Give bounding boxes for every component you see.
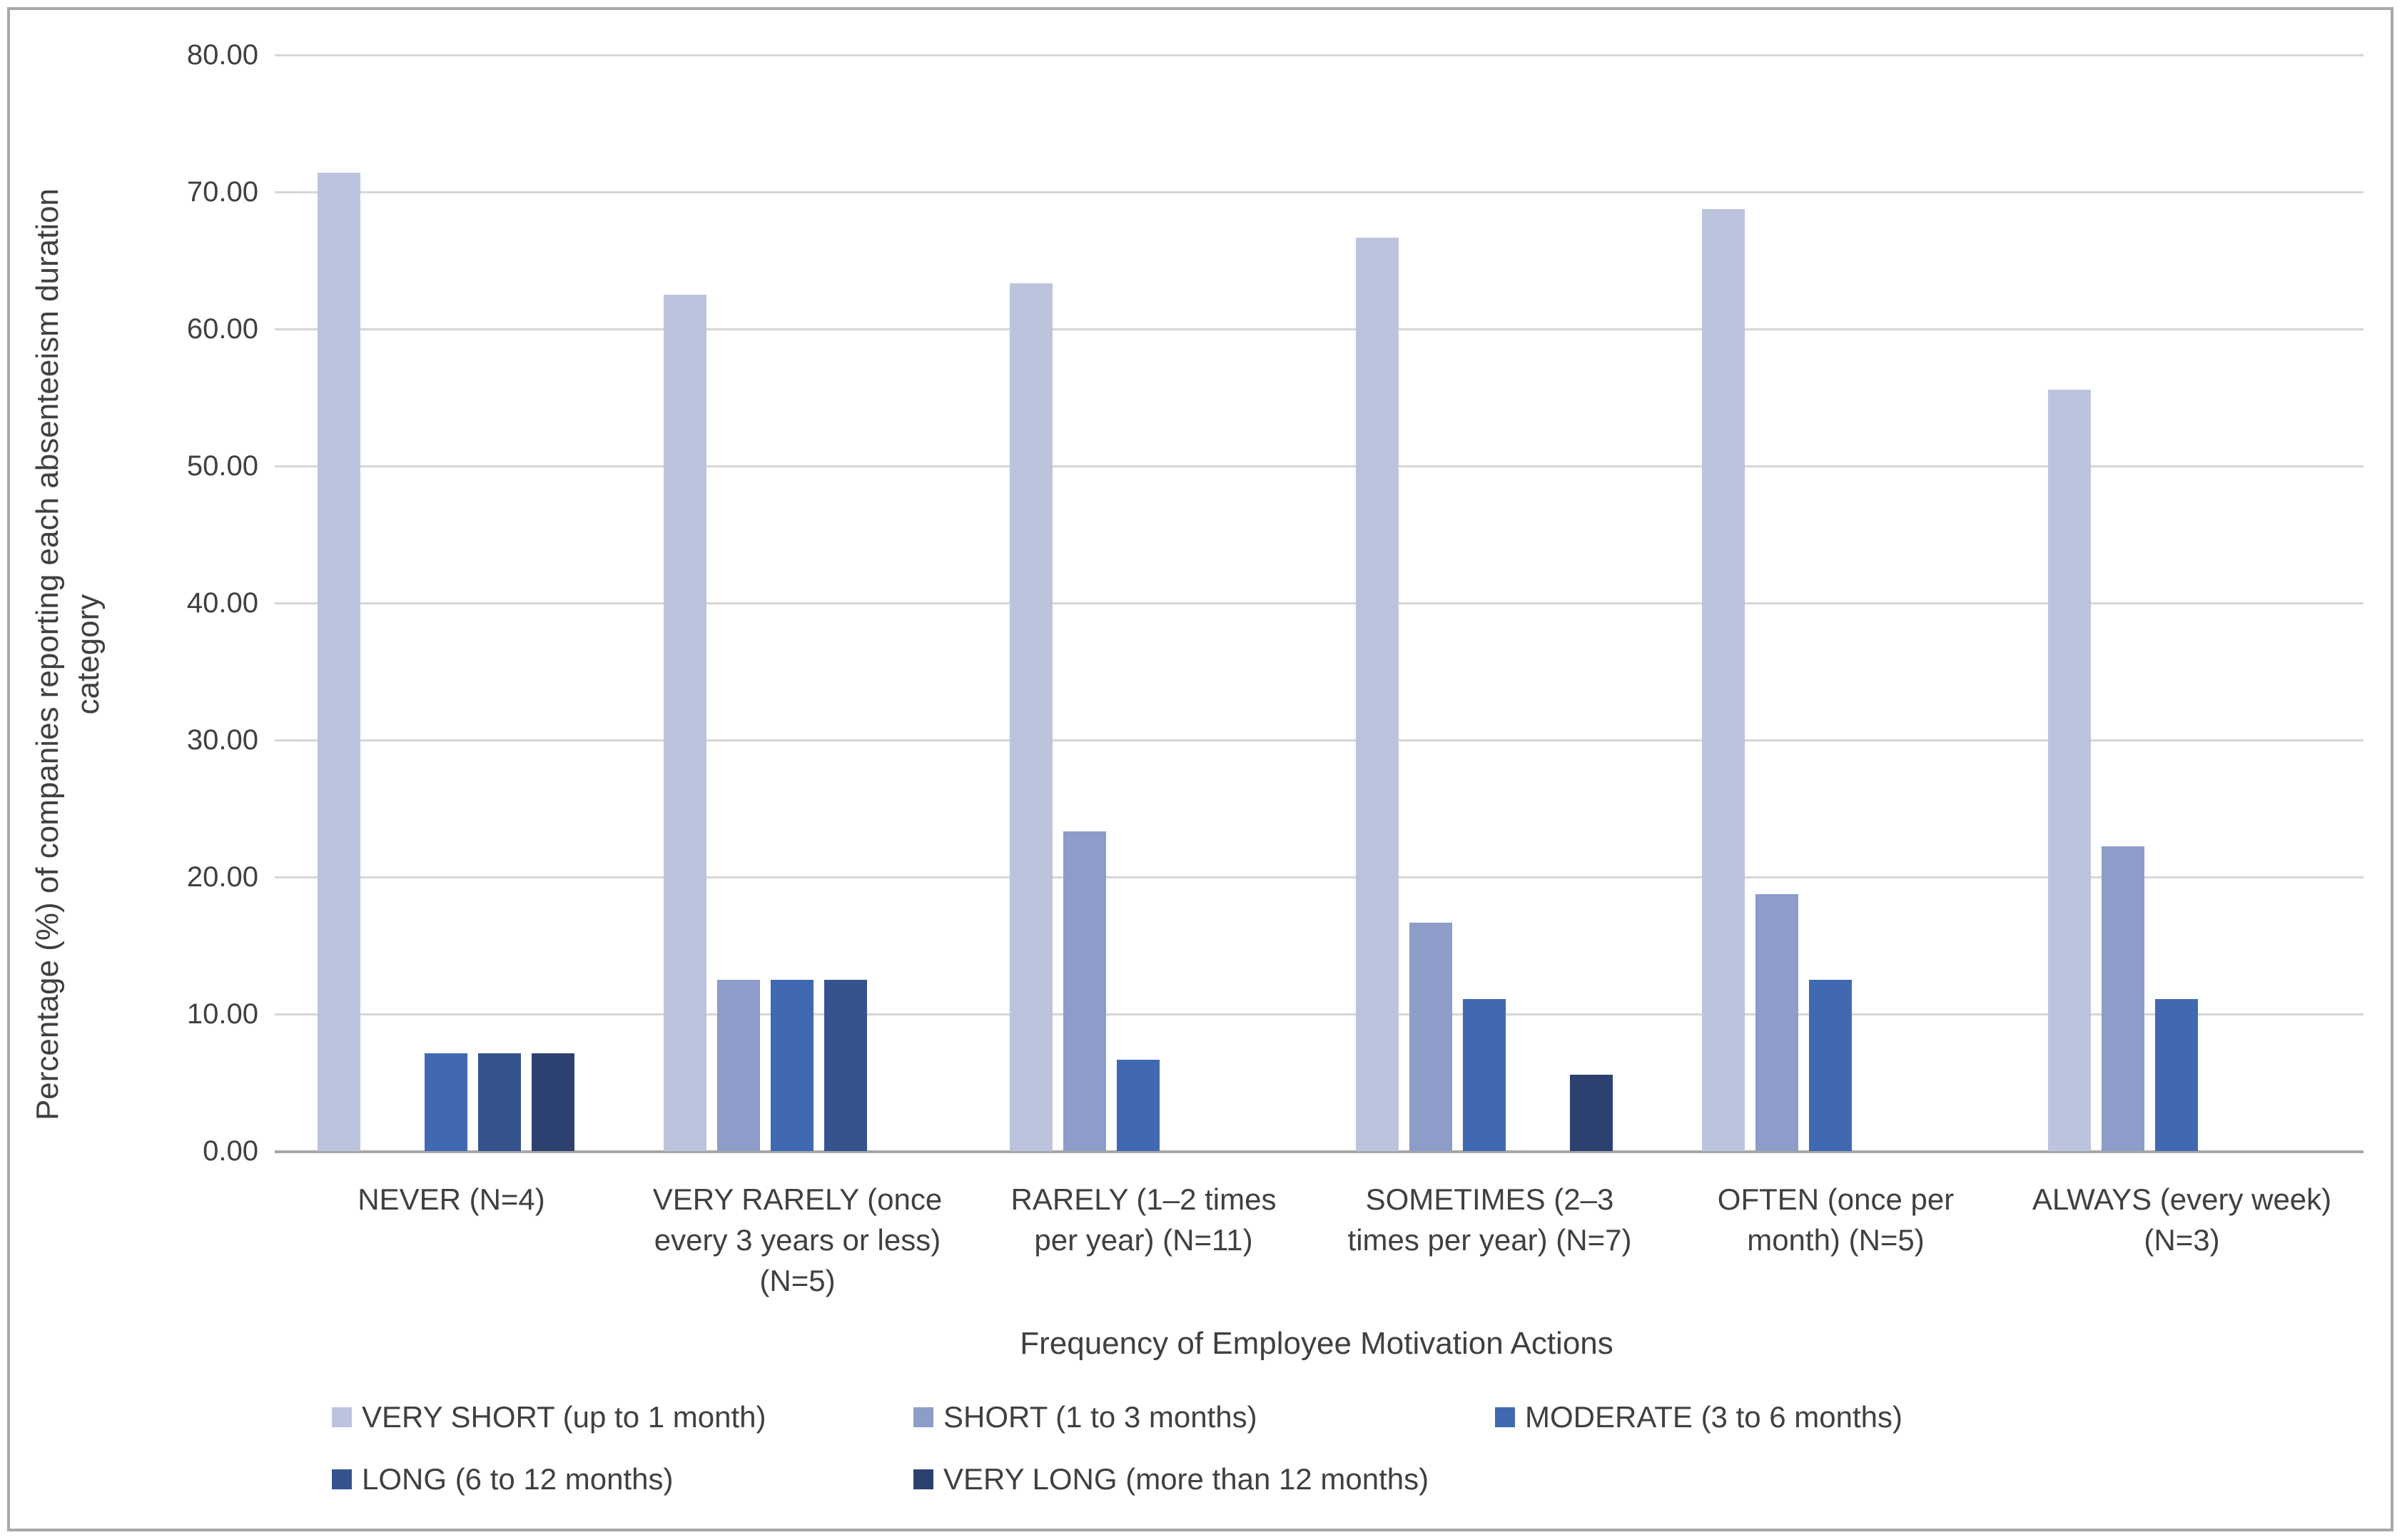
bar-series4-group3 xyxy=(1570,1075,1613,1151)
y-axis-title: Percentage (%) of companies reporting ea… xyxy=(30,188,106,1121)
y-tick-label: 0.00 xyxy=(203,1135,258,1167)
bar-series2-group2 xyxy=(1117,1059,1160,1151)
bar-series2-group1 xyxy=(771,980,814,1151)
y-tick-label: 80.00 xyxy=(186,39,258,71)
legend-label: SHORT (1 to 3 months) xyxy=(943,1400,1257,1434)
gridline-50.00 xyxy=(275,465,2363,467)
gridline-70.00 xyxy=(275,191,2363,193)
category-label-3: SOMETIMES (2–3 times per year) (N=7) xyxy=(1347,1182,1632,1257)
bar-series1-group2 xyxy=(1063,831,1106,1151)
category-label-4: OFTEN (once per month) (N=5) xyxy=(1717,1182,1955,1257)
bar-series0-group4 xyxy=(1702,209,1745,1151)
legend-swatch-icon xyxy=(913,1469,933,1489)
y-tick-label: 70.00 xyxy=(186,176,258,208)
category-label-2: RARELY (1–2 times per year) (N=11) xyxy=(1010,1182,1277,1257)
y-tick-label: 50.00 xyxy=(186,450,258,482)
bar-series2-group4 xyxy=(1809,980,1852,1151)
legend-swatch-icon xyxy=(1495,1407,1515,1427)
y-tick-label: 20.00 xyxy=(186,861,258,893)
gridline-80.00 xyxy=(275,54,2363,56)
legend-label: LONG (6 to 12 months) xyxy=(362,1462,674,1496)
y-tick-label: 10.00 xyxy=(186,998,258,1030)
legend-label: MODERATE (3 to 6 months) xyxy=(1525,1400,1903,1434)
bar-series3-group0 xyxy=(478,1053,521,1151)
bar-series1-group3 xyxy=(1409,922,1452,1151)
gridline-10.00 xyxy=(275,1013,2363,1015)
legend-swatch-icon xyxy=(332,1469,352,1489)
category-label-0: NEVER (N=4) xyxy=(358,1182,545,1216)
bar-series0-group1 xyxy=(664,295,706,1151)
legend-item-0: VERY SHORT (up to 1 month) xyxy=(332,1399,766,1436)
gridline-0.00 xyxy=(275,1150,2363,1153)
bar-series0-group0 xyxy=(318,172,360,1151)
y-tick-label: 60.00 xyxy=(186,313,258,345)
gridline-60.00 xyxy=(275,328,2363,330)
gridline-40.00 xyxy=(275,602,2363,604)
y-tick-label: 40.00 xyxy=(186,587,258,619)
category-label-5: ALWAYS (every week) (N=3) xyxy=(2032,1182,2332,1257)
category-label-1: VERY RARELY (once every 3 years or less)… xyxy=(652,1182,943,1297)
figure-border xyxy=(7,7,2393,1531)
legend-swatch-icon xyxy=(332,1407,352,1427)
legend-swatch-icon xyxy=(913,1407,933,1427)
legend-item-4: VERY LONG (more than 12 months) xyxy=(913,1461,1429,1498)
bar-series0-group2 xyxy=(1010,283,1053,1151)
bar-series2-group3 xyxy=(1463,998,1506,1151)
legend-item-3: LONG (6 to 12 months) xyxy=(332,1461,674,1498)
legend-label: VERY SHORT (up to 1 month) xyxy=(362,1400,766,1434)
gridline-30.00 xyxy=(275,739,2363,741)
bar-series0-group5 xyxy=(2048,390,2091,1151)
legend-label: VERY LONG (more than 12 months) xyxy=(943,1462,1429,1496)
bar-series2-group0 xyxy=(425,1053,467,1151)
bar-series1-group4 xyxy=(1755,894,1798,1151)
y-tick-label: 30.00 xyxy=(186,724,258,756)
bar-series2-group5 xyxy=(2155,998,2198,1151)
legend-item-1: SHORT (1 to 3 months) xyxy=(913,1399,1257,1436)
x-axis-title: Frequency of Employee Motivation Actions xyxy=(1020,1326,1613,1361)
bar-series4-group0 xyxy=(532,1053,574,1151)
bar-series0-group3 xyxy=(1356,237,1399,1151)
bar-series1-group1 xyxy=(717,980,760,1151)
bar-series3-group1 xyxy=(824,980,867,1151)
legend-item-2: MODERATE (3 to 6 months) xyxy=(1495,1399,1902,1436)
bar-series1-group5 xyxy=(2102,846,2144,1151)
gridline-20.00 xyxy=(275,876,2363,878)
